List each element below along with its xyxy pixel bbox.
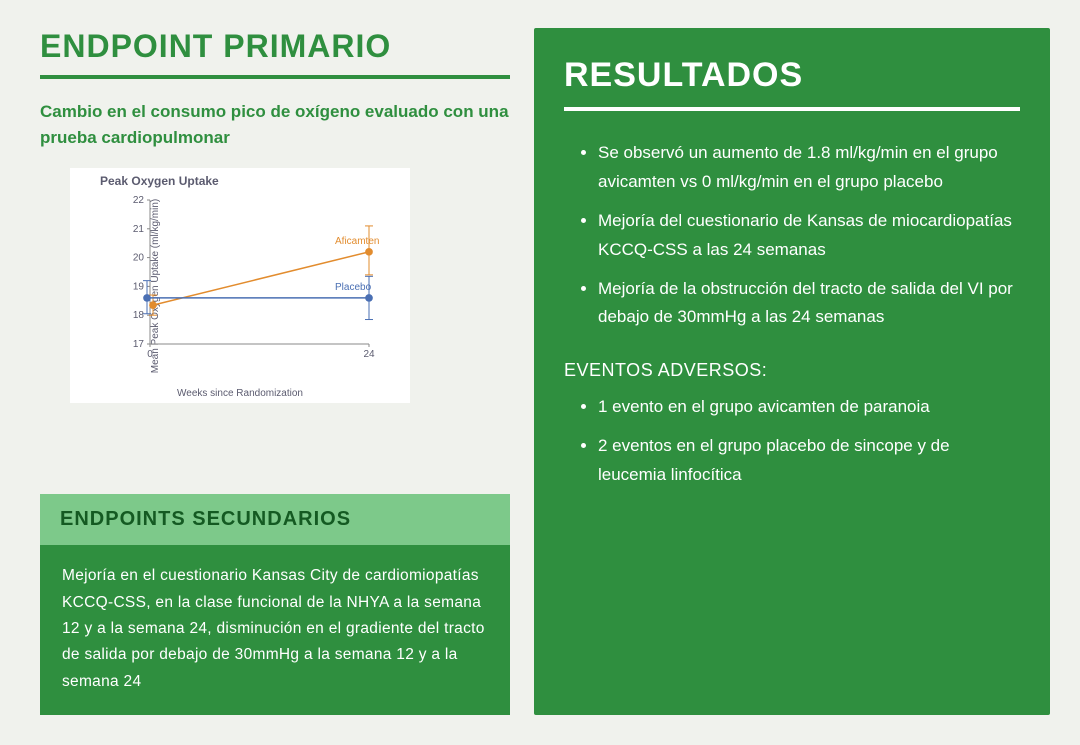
primary-endpoint-title: ENDPOINT PRIMARIO xyxy=(40,28,510,65)
secondary-endpoints-text: Mejoría en el cuestionario Kansas City d… xyxy=(40,563,510,695)
results-bullet: Mejoría del cuestionario de Kansas de mi… xyxy=(598,207,1020,265)
adverse-bullet: 1 evento en el grupo avicamten de parano… xyxy=(598,393,1020,422)
adverse-bullet: 2 eventos en el grupo placebo de sincope… xyxy=(598,432,1020,490)
svg-text:19: 19 xyxy=(133,281,145,292)
oxygen-uptake-chart: Peak Oxygen Uptake Mean Peak Oxygen Upta… xyxy=(70,168,410,403)
svg-text:17: 17 xyxy=(133,339,145,350)
primary-underline xyxy=(40,75,510,79)
secondary-endpoints-banner: ENDPOINTS SECUNDARIOS xyxy=(40,494,510,545)
secondary-endpoints-panel: ENDPOINTS SECUNDARIOS Mejoría en el cues… xyxy=(40,494,510,715)
primary-endpoint-subtitle: Cambio en el consumo pico de oxígeno eva… xyxy=(40,99,510,150)
adverse-events-list: 1 evento en el grupo avicamten de parano… xyxy=(564,393,1020,490)
results-bullet: Se observó un aumento de 1.8 ml/kg/min e… xyxy=(598,139,1020,197)
chart-title: Peak Oxygen Uptake xyxy=(100,174,402,188)
svg-text:21: 21 xyxy=(133,224,145,235)
results-bullet: Mejoría de la obstrucción del tracto de … xyxy=(598,275,1020,333)
svg-text:Placebo: Placebo xyxy=(335,282,372,293)
results-title: RESULTADOS xyxy=(564,56,1020,95)
left-column: ENDPOINT PRIMARIO Cambio en el consumo p… xyxy=(40,28,510,715)
chart-plot-area: 17 18 19 20 21 22 0 24 Aficamten Placebo xyxy=(128,196,383,366)
svg-text:20: 20 xyxy=(133,253,145,264)
svg-text:0: 0 xyxy=(147,349,153,360)
results-panel: RESULTADOS Se observó un aumento de 1.8 … xyxy=(534,28,1050,715)
results-underline xyxy=(564,107,1020,111)
chart-x-axis-label: Weeks since Randomization xyxy=(177,388,303,399)
svg-text:22: 22 xyxy=(133,196,145,206)
results-bullet-list: Se observó un aumento de 1.8 ml/kg/min e… xyxy=(564,139,1020,332)
svg-text:Aficamten: Aficamten xyxy=(335,236,379,247)
svg-text:24: 24 xyxy=(363,349,375,360)
svg-text:18: 18 xyxy=(133,310,145,321)
adverse-events-header: EVENTOS ADVERSOS: xyxy=(564,360,1020,381)
